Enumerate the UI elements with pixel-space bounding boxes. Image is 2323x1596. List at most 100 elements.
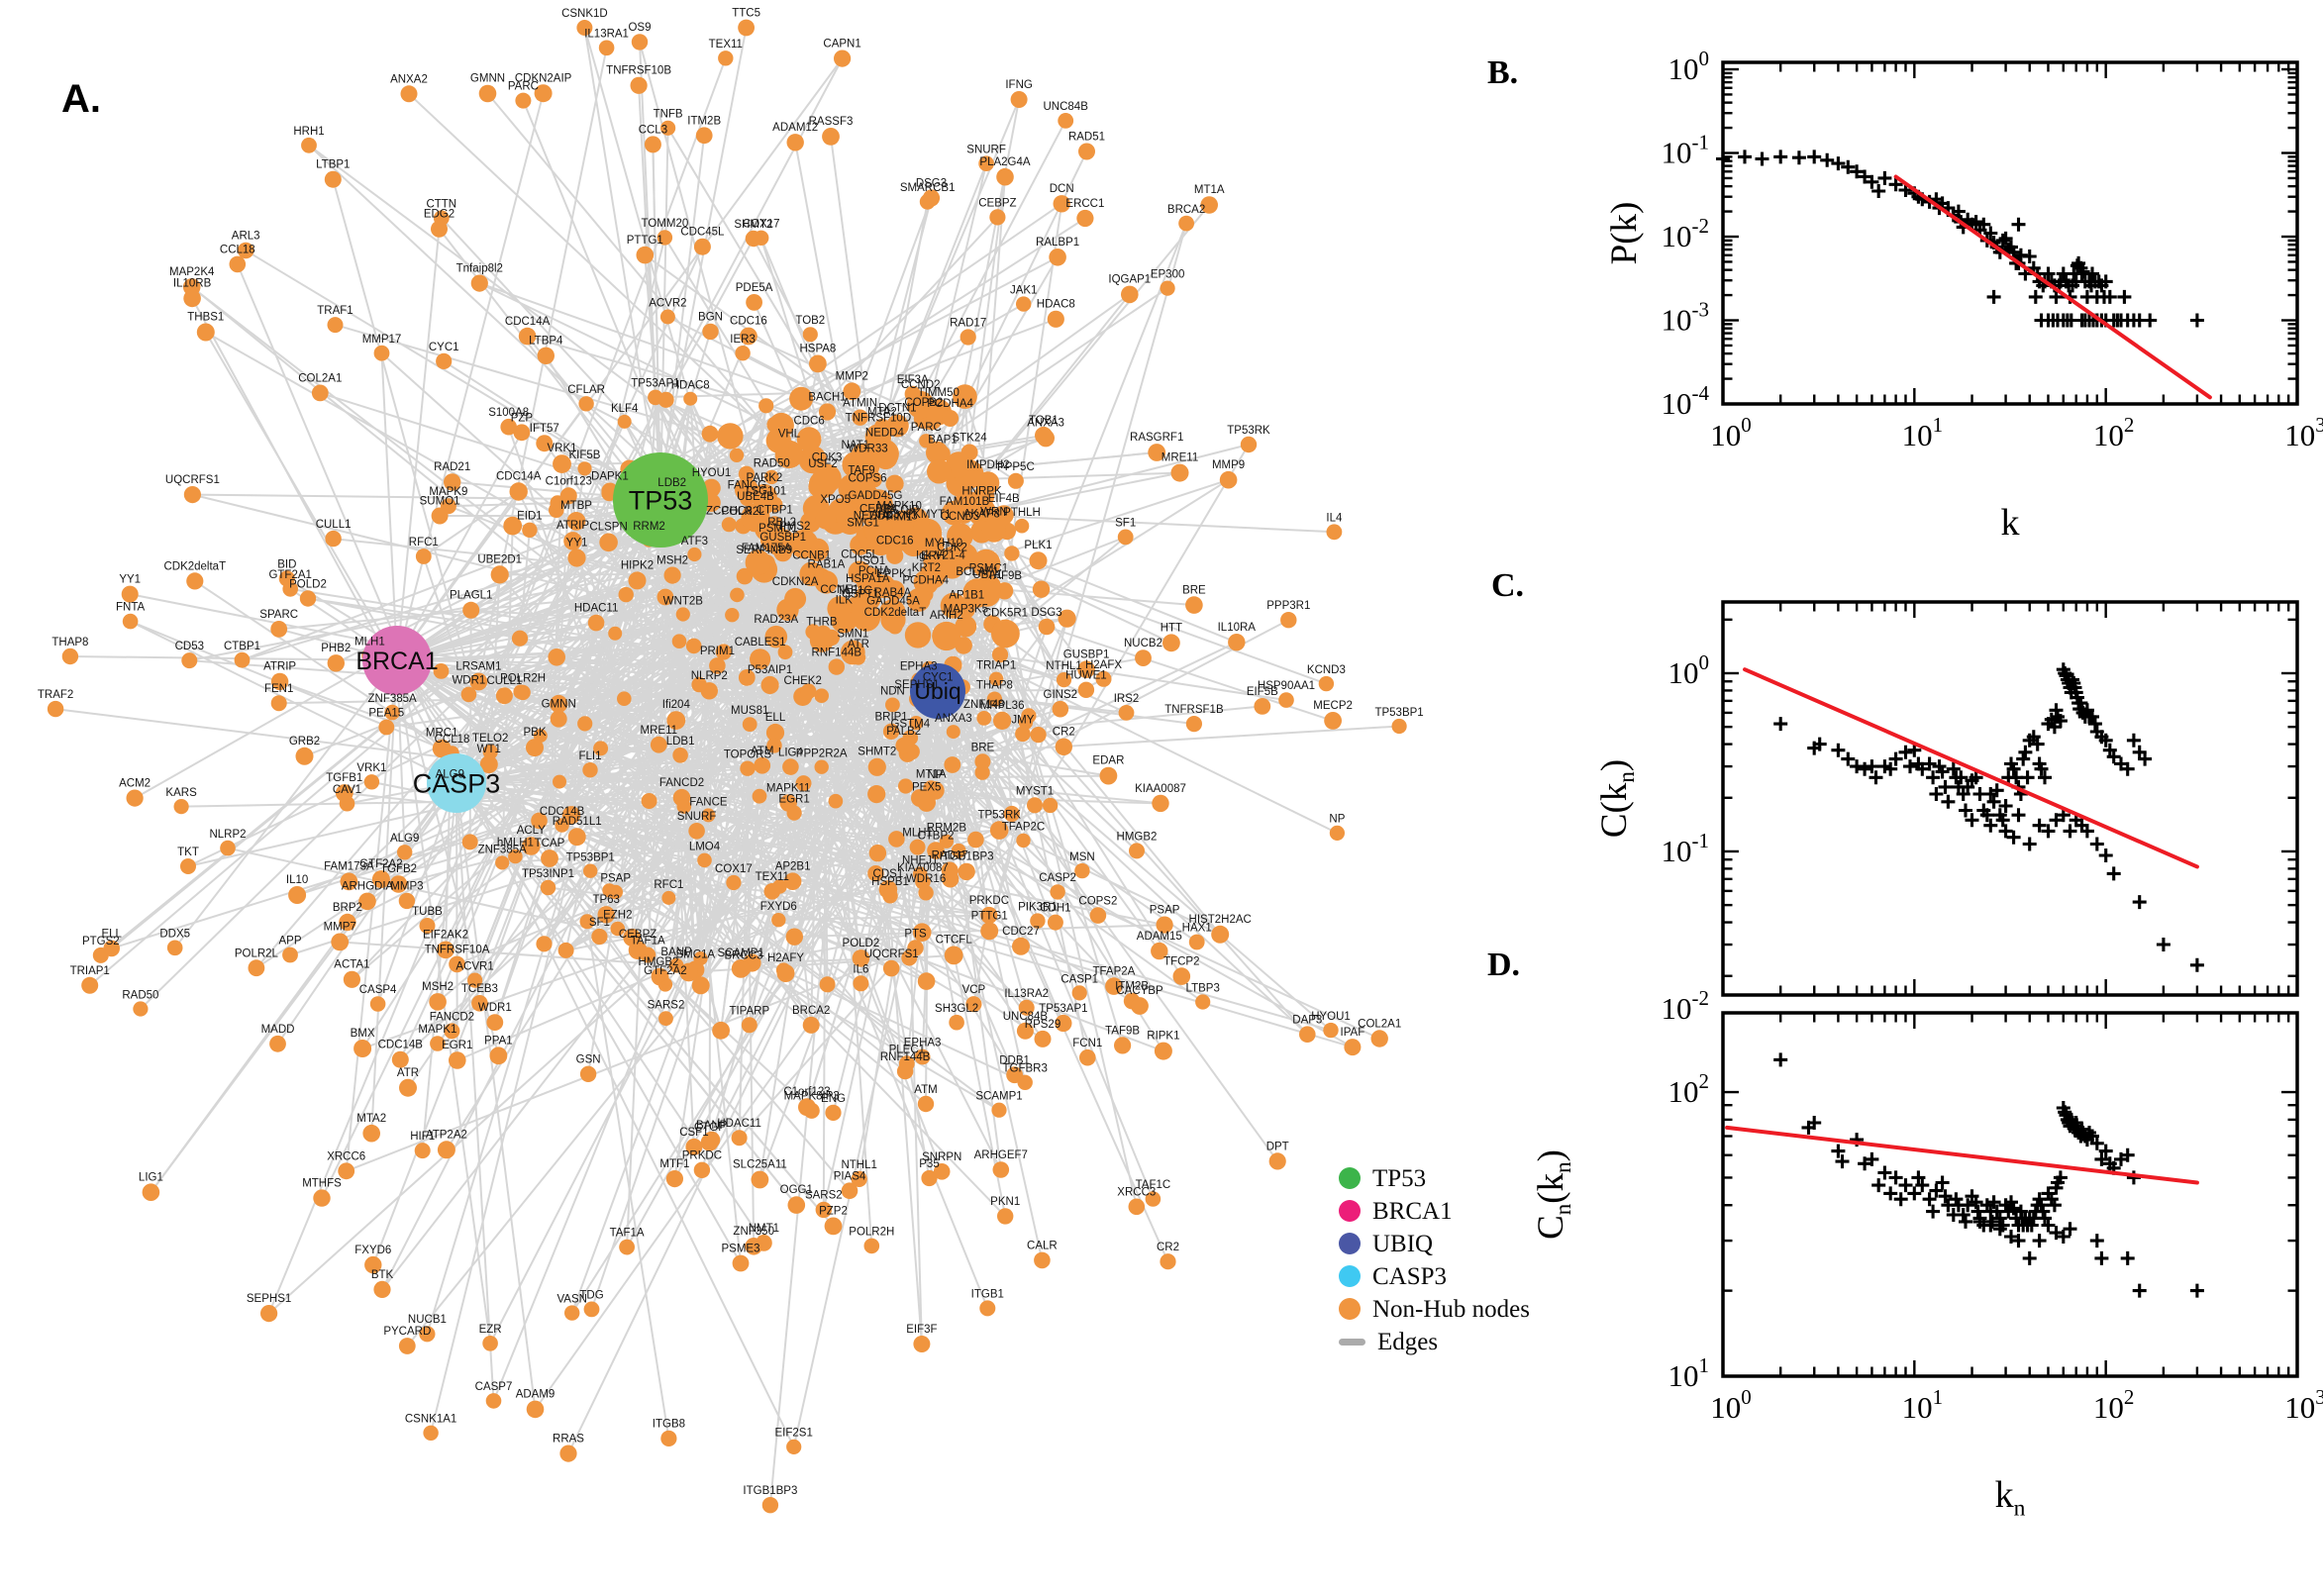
gene-label: CALR <box>1027 1241 1058 1252</box>
gene-label: EIF2S1 <box>775 1428 813 1440</box>
gene-label: RFC1 <box>654 879 683 891</box>
gene-label: ATMIN <box>843 398 877 410</box>
gene-label: NLRP2 <box>209 829 246 841</box>
tick-label: 100 <box>1668 650 1710 690</box>
network-node <box>270 672 289 691</box>
network-node <box>536 936 553 952</box>
network-node <box>771 913 786 928</box>
network-node <box>847 476 876 505</box>
network-node <box>470 274 488 292</box>
network-node <box>577 461 592 476</box>
gene-label: TOB2 <box>795 315 825 327</box>
gene-label: CDC16 <box>730 316 767 328</box>
network-node <box>358 892 376 911</box>
network-node <box>918 885 934 901</box>
network-node <box>462 601 480 619</box>
gene-label: BMX <box>351 1028 375 1040</box>
network-node <box>766 738 782 753</box>
network-node <box>598 40 615 56</box>
network-node <box>1117 529 1134 546</box>
gene-label: TAF9 <box>848 464 874 476</box>
network-node <box>1018 715 1034 730</box>
gene-label: HYOU1 <box>1311 1011 1351 1023</box>
network-node <box>540 879 556 896</box>
gene-label: EPHA3 <box>900 660 938 672</box>
gene-label: PSMC1 <box>969 562 1009 574</box>
network-node <box>1211 925 1230 944</box>
gene-label: CDS1 <box>873 868 904 880</box>
gene-label: RNF144B <box>880 1051 931 1063</box>
gene-label: TRAF1 <box>317 305 353 317</box>
gene-label: TRAF2 <box>38 689 73 701</box>
network-node <box>695 127 713 145</box>
network-node <box>311 384 329 402</box>
gene-label: GADD45A <box>866 595 920 607</box>
network-node <box>745 230 762 248</box>
network-node <box>852 949 870 967</box>
network-node <box>751 1170 769 1189</box>
gene-label: MRE11 <box>1162 452 1199 464</box>
gene-label: KIAA0087 <box>897 862 949 874</box>
gene-label: PALB2 <box>886 726 921 738</box>
network-node <box>960 329 976 346</box>
network-node <box>577 716 593 732</box>
network-node <box>1268 1152 1286 1170</box>
gene-label: MADD <box>261 1024 295 1036</box>
gene-label: DDX5 <box>159 929 190 941</box>
network-node <box>752 788 767 804</box>
network-node <box>444 1023 460 1040</box>
network-node <box>715 644 732 660</box>
gene-label: MMP3 <box>390 881 423 893</box>
gene-label: CASP7 <box>475 1381 513 1393</box>
gene-label: TP53AP1 <box>1039 1003 1087 1015</box>
gene-label: CULL1 <box>316 519 352 531</box>
network-node <box>630 76 648 94</box>
network-node <box>343 970 360 988</box>
fit-line <box>1743 667 2199 869</box>
gene-label: OS9 <box>628 22 651 34</box>
x-axis-title: k <box>2001 502 2020 544</box>
gene-label: RAD51L1 <box>553 816 602 828</box>
network-node <box>663 566 681 584</box>
legend-item-edges: Edges <box>1339 1330 1530 1354</box>
gene-label: TP53BP1 <box>566 852 615 864</box>
gene-label: PLK1 <box>1024 540 1052 551</box>
gene-label: ERCC1 <box>1065 198 1104 210</box>
gene-label: EIF3F <box>906 1324 937 1336</box>
network-node <box>760 675 779 695</box>
network-node <box>1012 937 1030 955</box>
gene-label: NHEJ1 <box>902 854 938 866</box>
gene-label: CDK2deltaT <box>864 607 927 619</box>
gene-label: ATF3 <box>681 536 708 548</box>
gene-label: hMLH1 <box>497 838 534 849</box>
network-node <box>449 1051 466 1069</box>
gene-label: IL10 <box>286 874 308 886</box>
gene-label: C1orf123 <box>546 475 592 487</box>
network-node <box>758 398 774 414</box>
gene-label: ELL <box>765 712 786 724</box>
gene-label: BRCA2 <box>1167 204 1205 216</box>
gene-label: LTBP1 <box>316 159 350 171</box>
gene-label: HNRPK <box>961 486 1002 498</box>
gene-label: PRKDC <box>969 895 1009 907</box>
hub-node-ubiq: Ubiq <box>910 663 965 719</box>
network-node <box>495 687 513 705</box>
network-node <box>799 561 824 587</box>
network-node <box>822 128 840 146</box>
gene-label: TGFB1 <box>326 772 362 784</box>
network-node <box>867 757 886 776</box>
network-node <box>173 799 189 815</box>
gene-label: IL4 <box>1326 512 1343 524</box>
gene-label: FANCD2 <box>659 777 704 789</box>
gene-label: HSPB1 <box>871 876 909 888</box>
gene-label: ATRIP <box>263 661 296 673</box>
network-node <box>917 793 936 812</box>
gene-label: RRM2 <box>633 521 665 533</box>
gene-label: SEPHS1 <box>247 1293 291 1305</box>
network-node <box>1118 705 1135 721</box>
network-node <box>400 85 418 103</box>
gene-label: TP63 <box>592 894 620 906</box>
network-node <box>701 425 719 443</box>
